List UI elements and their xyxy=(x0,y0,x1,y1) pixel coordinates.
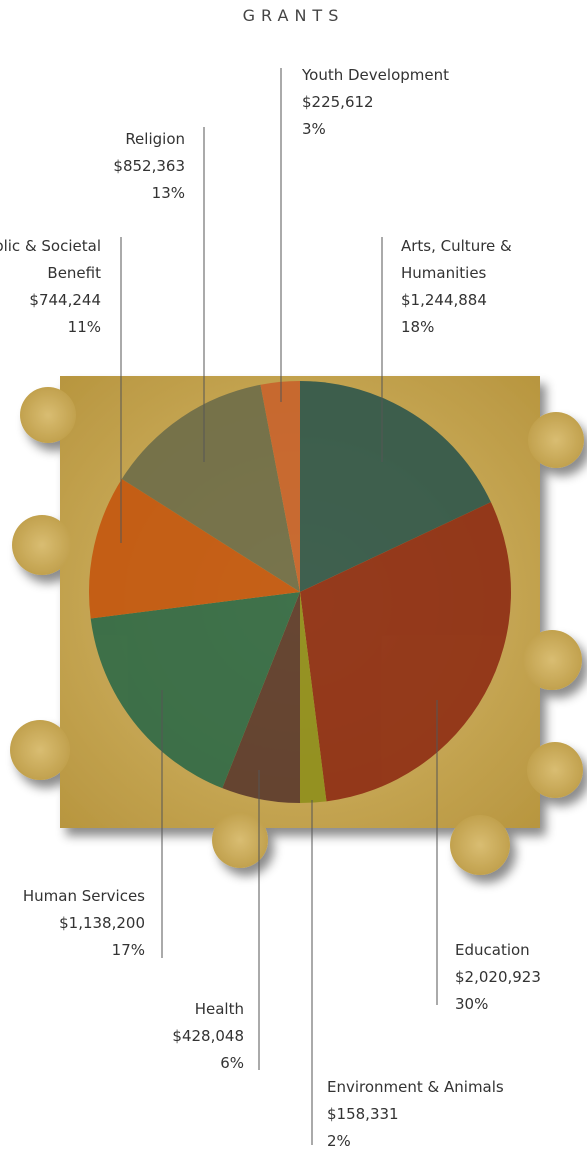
category-name: Religion xyxy=(45,126,185,153)
amount-label: $1,138,200 xyxy=(0,910,145,937)
percent-label: 6% xyxy=(104,1050,244,1077)
chart-title: GRANTS xyxy=(0,6,587,25)
amount-label: $744,244 xyxy=(0,287,101,314)
amount-label: $2,020,923 xyxy=(455,964,587,991)
amount-label: $428,048 xyxy=(104,1023,244,1050)
percent-label: 30% xyxy=(455,991,587,1018)
percent-label: 3% xyxy=(302,116,542,143)
percent-label: 13% xyxy=(45,180,185,207)
amount-label: $852,363 xyxy=(45,153,185,180)
category-name: Youth Development xyxy=(302,62,542,89)
category-name: Health xyxy=(104,996,244,1023)
category-name: Human Services xyxy=(0,883,145,910)
amount-label: $225,612 xyxy=(302,89,542,116)
category-name: Arts, Culture & Humanities xyxy=(401,233,541,287)
amount-label: $1,244,884 xyxy=(401,287,541,314)
percent-label: 17% xyxy=(0,937,145,964)
percent-label: 18% xyxy=(401,314,541,341)
category-name: Environment & Animals xyxy=(327,1074,567,1101)
category-name: Education xyxy=(455,937,587,964)
category-name: Public & Societal Benefit xyxy=(0,233,101,287)
percent-label: 11% xyxy=(0,314,101,341)
percent-label: 2% xyxy=(327,1128,567,1153)
page: GRANTS Arts, Culture & Humanities$1,244,… xyxy=(0,0,587,1153)
amount-label: $158,331 xyxy=(327,1101,567,1128)
